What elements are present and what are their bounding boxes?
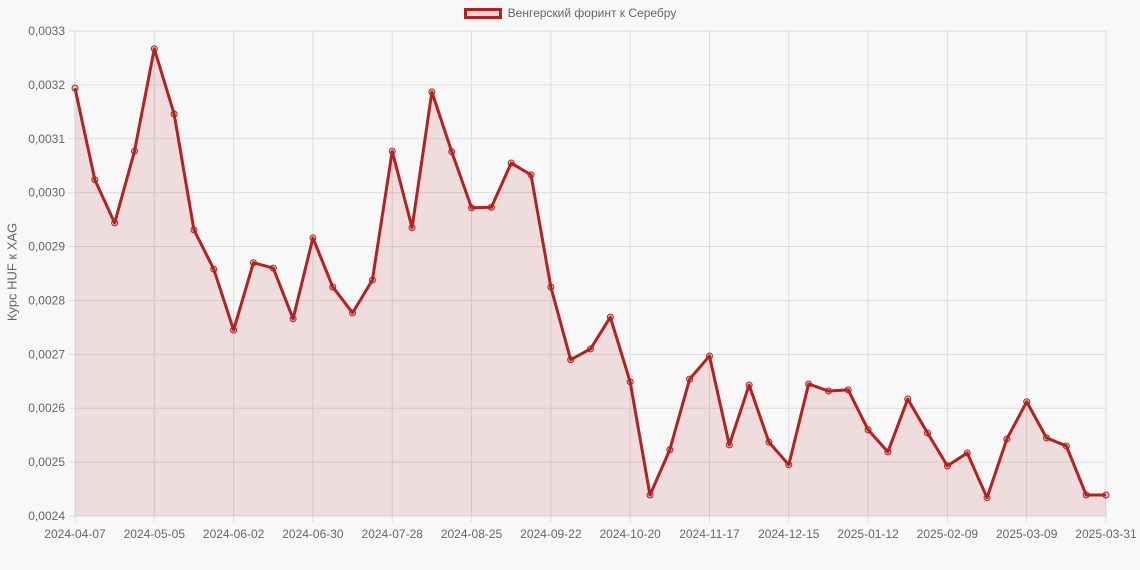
data-point[interactable] [844,386,852,394]
y-tick-label: 0,0027 [28,347,65,361]
data-point[interactable] [924,429,932,437]
data-point[interactable] [626,378,634,386]
data-point[interactable] [408,224,416,232]
data-point[interactable] [249,259,257,267]
x-tick-label: 2024-04-07 [44,527,106,541]
data-point[interactable] [884,448,892,456]
x-tick-label: 2024-05-05 [124,527,186,541]
data-point[interactable] [448,148,456,156]
data-point[interactable] [309,234,317,242]
data-point[interactable] [1102,491,1110,499]
data-point[interactable] [824,387,832,395]
data-point[interactable] [1023,398,1031,406]
data-point[interactable] [289,315,297,323]
data-point[interactable] [606,313,614,321]
data-point[interactable] [507,159,515,167]
data-point[interactable] [1003,435,1011,443]
legend[interactable]: Венгерский форинт к Серебру [0,6,1140,20]
data-point[interactable] [1043,434,1051,442]
data-point[interactable] [468,204,476,212]
data-point[interactable] [190,226,198,234]
x-tick-label: 2024-06-02 [203,527,265,541]
y-tick-label: 0,0030 [28,186,65,200]
data-point[interactable] [646,491,654,499]
data-point[interactable] [547,283,555,291]
data-point[interactable] [349,309,357,317]
data-point[interactable] [666,446,674,454]
data-point[interactable] [428,88,436,96]
data-point[interactable] [71,84,79,92]
data-point[interactable] [388,147,396,155]
data-point[interactable] [963,449,971,457]
data-point[interactable] [368,276,376,284]
data-point[interactable] [805,380,813,388]
data-point[interactable] [904,395,912,403]
data-point[interactable] [111,219,119,227]
y-tick-label: 0,0033 [28,24,65,38]
x-tick-label: 2024-08-25 [441,527,503,541]
y-tick-label: 0,0028 [28,293,65,307]
data-point[interactable] [230,326,238,334]
data-point[interactable] [725,441,733,449]
x-tick-label: 2024-10-20 [599,527,661,541]
data-point[interactable] [983,494,991,502]
data-point[interactable] [785,461,793,469]
data-point[interactable] [765,438,773,446]
data-point[interactable] [269,264,277,272]
data-point[interactable] [705,352,713,360]
x-tick-label: 2025-01-12 [837,527,899,541]
legend-label: Венгерский форинт к Серебру [507,6,677,20]
x-tick-label: 2024-09-22 [520,527,582,541]
y-tick-label: 0,0025 [28,455,65,469]
data-point[interactable] [487,203,495,211]
data-point[interactable] [686,375,694,383]
x-tick-label: 2024-12-15 [758,527,820,541]
y-tick-label: 0,0026 [28,401,65,415]
x-tick-label: 2024-07-28 [362,527,424,541]
y-tick-label: 0,0029 [28,240,65,254]
area-fill [75,48,1106,517]
data-point[interactable] [1062,442,1070,450]
data-point[interactable] [864,426,872,434]
series-line [73,47,1106,500]
data-point[interactable] [150,45,158,53]
x-tick-label: 2025-03-09 [996,527,1058,541]
data-point[interactable] [1082,491,1090,499]
x-tick-label: 2024-11-17 [679,527,740,541]
y-tick-label: 0,0032 [28,78,65,92]
data-point[interactable] [329,283,337,291]
data-point[interactable] [210,265,218,273]
x-tick-label: 2024-06-30 [282,527,344,541]
data-point[interactable] [587,345,594,353]
x-tick-label: 2025-03-31 [1075,527,1137,541]
legend-swatch [463,7,502,19]
y-tick-label: 0,0024 [28,509,65,523]
data-point[interactable] [91,176,99,184]
data-point[interactable] [943,462,951,470]
data-point[interactable] [527,171,535,179]
data-point[interactable] [745,381,753,389]
data-point[interactable] [567,356,575,364]
data-point[interactable] [170,110,178,118]
x-tick-label: 2025-02-09 [917,527,979,541]
y-tick-label: 0,0031 [28,132,65,146]
data-point[interactable] [130,147,138,155]
